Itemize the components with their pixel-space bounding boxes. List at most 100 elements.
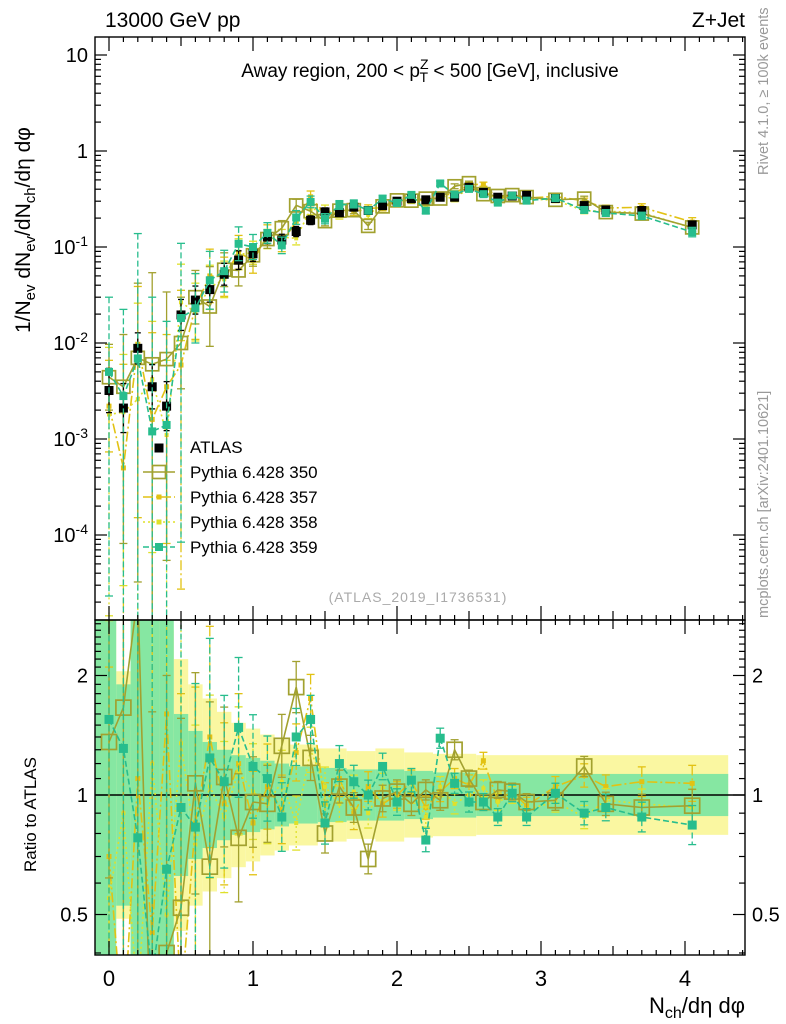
marker-filled-square <box>479 190 488 199</box>
legend-label-pythia-358: Pythia 6.428 358 <box>190 513 318 532</box>
marker-filled-square <box>601 209 610 218</box>
x-tick-label: 1 <box>247 966 259 991</box>
marker-filled-square <box>407 190 416 199</box>
marker-filled-square <box>435 192 445 202</box>
marker-filled-square <box>363 790 373 800</box>
marker-filled-square <box>450 190 459 199</box>
marker-filled-square <box>277 812 287 822</box>
marker-filled-square <box>378 761 388 771</box>
panel-title: Away region, 200 < pZ T < 500 [GeV], incl… <box>241 56 618 85</box>
marker-filled-square <box>522 812 532 822</box>
marker-filled-square <box>263 228 272 237</box>
marker-filled-square <box>687 220 697 230</box>
marker-filled-square <box>306 215 316 225</box>
marker-open-square <box>446 741 463 759</box>
series-pythia-6-428-350-main <box>101 175 700 620</box>
marker-filled-square <box>337 801 342 806</box>
mcplots-arxiv-note: mcplots.cern.ch [arXiv:2401.10621] <box>756 391 772 618</box>
marker-open-square <box>360 218 376 234</box>
marker-filled-square <box>421 195 431 205</box>
marker-open-square <box>575 758 593 775</box>
marker-filled-square <box>234 722 244 732</box>
marker-filled-square <box>579 808 589 818</box>
ratio-tick-label-left: 1 <box>77 785 88 807</box>
y-main-tick-label: 10-1 <box>53 233 88 259</box>
marker-filled-square <box>118 403 128 413</box>
marker-filled-square <box>450 778 460 788</box>
marker-filled-square <box>601 803 611 813</box>
legend-marker <box>156 519 162 525</box>
marker-filled-square <box>421 206 430 215</box>
marker-filled-square <box>147 382 157 392</box>
marker-filled-square <box>551 194 560 203</box>
marker-filled-square <box>334 759 344 769</box>
ratio-tick-label-right: 2 <box>752 665 763 687</box>
marker-filled-square <box>365 784 371 790</box>
marker-open-square <box>331 778 348 795</box>
marker-filled-square <box>603 784 609 790</box>
marker-open-square <box>476 186 491 202</box>
marker-filled-square <box>464 797 474 807</box>
marker-filled-square <box>234 239 243 248</box>
marker-filled-square <box>133 833 143 843</box>
legend-marker <box>155 543 163 551</box>
series-pythia-6-428-358-main <box>105 184 697 620</box>
marker-filled-square <box>279 779 284 784</box>
y-main-tick-label: 10-2 <box>53 329 88 355</box>
marker-filled-square <box>279 806 285 812</box>
ratio-tick-label-right: 0.5 <box>752 905 780 927</box>
marker-filled-square <box>421 835 431 845</box>
legend-marker <box>156 494 162 500</box>
marker-filled-square <box>320 207 330 217</box>
series-pythia-6-428-359-main <box>105 179 697 620</box>
marker-filled-square <box>334 208 344 218</box>
marker-filled-square <box>351 789 356 794</box>
legend-label-pythia-357: Pythia 6.428 357 <box>190 488 318 507</box>
marker-filled-square <box>452 801 457 806</box>
series-line <box>108 183 693 469</box>
marker-filled-square <box>104 714 114 724</box>
ratio-axis-title: Ratio to ATLAS <box>21 757 40 872</box>
marker-filled-square <box>335 200 344 209</box>
marker-filled-square <box>291 227 301 237</box>
marker-filled-square <box>205 753 215 763</box>
marker-filled-square <box>364 206 373 215</box>
marker-filled-square <box>321 214 329 223</box>
marker-filled-square <box>579 201 589 211</box>
marker-filled-square <box>190 295 200 305</box>
series-pythia-6-428-359-ratio <box>104 620 697 955</box>
marker-filled-square <box>248 761 258 771</box>
marker-filled-square <box>637 812 647 822</box>
marker-filled-square <box>191 304 200 313</box>
marker-filled-square <box>205 276 214 285</box>
axes-frame <box>94 36 746 956</box>
marker-filled-square <box>179 1000 184 1005</box>
marker-filled-square <box>162 420 171 429</box>
marker-filled-square <box>580 205 589 214</box>
marker-open-square <box>418 191 434 206</box>
marker-filled-square <box>323 784 327 789</box>
marker-filled-square <box>478 797 488 807</box>
axis-titles: Away region, 200 < pZ T < 500 [GeV], incl… <box>12 56 745 1022</box>
marker-filled-square <box>393 198 401 207</box>
marker-filled-square <box>688 228 697 237</box>
marker-filled-square <box>349 199 358 208</box>
ratio-tick-label-left: 2 <box>77 665 88 687</box>
y-main-tick-label: 1 <box>77 141 88 163</box>
series-pythia-6-428-350-ratio <box>100 620 701 955</box>
marker-filled-square <box>480 758 486 764</box>
marker-filled-square <box>249 243 257 251</box>
marker-filled-square <box>133 354 142 363</box>
marker-open-square <box>460 770 478 787</box>
marker-filled-square <box>378 201 388 211</box>
marker-filled-square <box>493 192 503 202</box>
x-tick-label: 2 <box>391 966 403 991</box>
marker-filled-square <box>522 190 532 200</box>
legend-label-pythia-359: Pythia 6.428 359 <box>190 538 318 557</box>
legend-label-atlas: ATLAS <box>190 438 243 457</box>
x-axis-title: Nch/dη dφ <box>649 993 745 1022</box>
marker-filled-square <box>294 236 299 241</box>
y-main-tick-label: 10 <box>66 45 88 67</box>
ratio-tick-label-right: 1 <box>752 785 763 807</box>
